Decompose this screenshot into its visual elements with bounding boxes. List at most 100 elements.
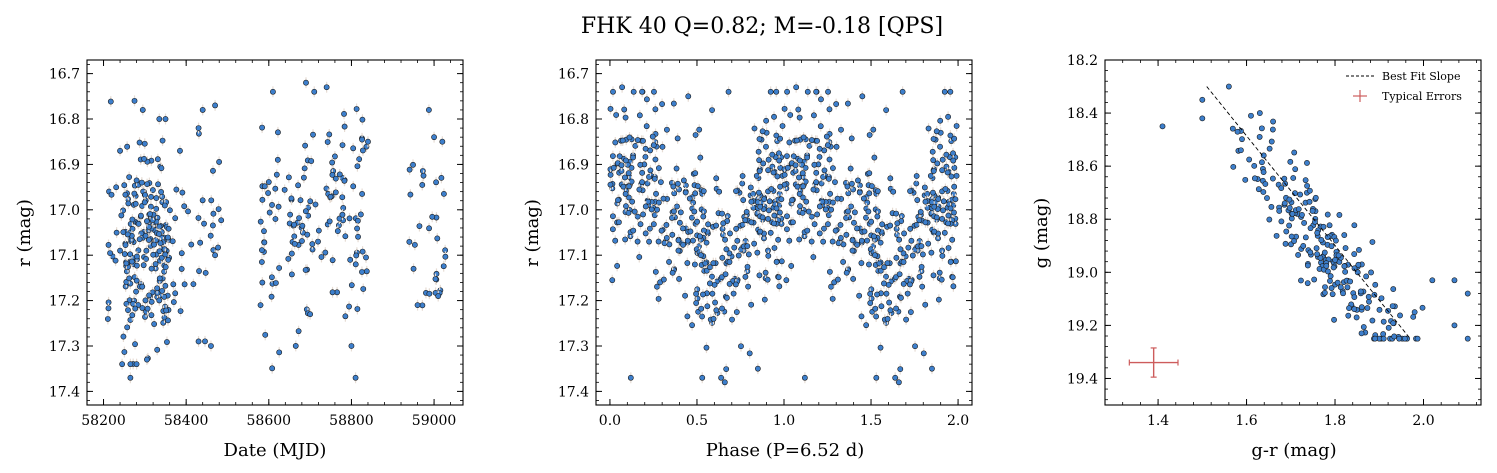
data-point [922, 219, 929, 226]
x-axis-label-date: Date (MJD) [224, 440, 327, 461]
data-point [725, 88, 732, 95]
data-point [887, 307, 894, 314]
data-point [261, 228, 267, 235]
y-tick-label: 17.0 [49, 203, 80, 219]
data-point [127, 251, 134, 258]
data-point [173, 186, 180, 193]
data-point [759, 128, 766, 135]
x-tick-label: 0.0 [599, 413, 621, 429]
data-point [894, 220, 901, 227]
data-point [1258, 125, 1265, 132]
data-point [614, 263, 621, 269]
data-point [195, 215, 202, 221]
data-point [357, 211, 364, 218]
data-point [1281, 175, 1288, 182]
data-point [1291, 238, 1297, 244]
data-point [860, 195, 867, 202]
data-point [786, 237, 793, 244]
data-point [142, 297, 149, 304]
data-point [122, 242, 129, 248]
data-point [296, 215, 302, 222]
data-point [1411, 309, 1418, 316]
data-point [441, 190, 447, 197]
data-point [268, 293, 275, 300]
data-point [1291, 149, 1298, 156]
data-point [406, 238, 413, 245]
data-point [696, 233, 703, 240]
data-point [918, 263, 925, 270]
data-point [124, 324, 131, 331]
data-point [118, 212, 125, 219]
best-fit-line [1206, 86, 1411, 339]
data-point [292, 343, 299, 349]
data-point [1327, 273, 1334, 279]
data-point [757, 228, 764, 235]
data-point [148, 193, 154, 200]
data-point [877, 239, 884, 246]
data-point [1302, 234, 1309, 241]
data-point [291, 233, 298, 240]
data-point [826, 268, 833, 275]
data-point [680, 241, 687, 248]
data-point [652, 156, 659, 163]
data-point [181, 203, 188, 210]
data-point [732, 281, 739, 288]
data-point [930, 189, 936, 196]
data-point [763, 143, 769, 150]
data-point [1332, 257, 1338, 263]
data-point [416, 223, 423, 230]
data-point [419, 182, 426, 188]
data-point [642, 154, 649, 160]
data-point [132, 200, 139, 207]
data-point [784, 88, 790, 95]
data-point [865, 208, 872, 215]
data-point [675, 237, 682, 244]
data-point [762, 269, 769, 276]
data-point [739, 173, 746, 179]
data-point [755, 189, 762, 196]
x-tick-label: 0.5 [686, 413, 708, 429]
y-tick-label: 16.9 [558, 157, 589, 173]
data-point [666, 258, 672, 265]
data-point [676, 276, 682, 282]
data-point [671, 190, 678, 197]
data-point [1385, 324, 1392, 331]
data-point [756, 157, 763, 164]
data-point [1230, 163, 1237, 170]
data-point [288, 271, 295, 278]
data-point [850, 186, 857, 193]
data-point [156, 297, 163, 304]
data-point [119, 361, 126, 368]
data-point [776, 209, 783, 216]
data-point [877, 344, 884, 351]
data-point [339, 194, 346, 201]
data-point [621, 174, 628, 181]
data-point [310, 131, 316, 138]
data-point [866, 170, 873, 177]
data-point [786, 139, 793, 146]
data-point [792, 162, 799, 169]
data-point [112, 257, 119, 264]
data-point [773, 132, 780, 139]
data-point [1159, 123, 1166, 130]
data-point [326, 131, 333, 138]
data-point [158, 189, 164, 195]
data-point [913, 221, 920, 228]
data-point [664, 126, 670, 133]
data-point [322, 249, 329, 256]
data-point [847, 165, 854, 172]
data-point [784, 226, 790, 233]
data-point [769, 163, 776, 170]
data-point [1340, 290, 1346, 297]
data-point [796, 236, 803, 243]
figure-title: FHK 40 Q=0.82; M=-0.18 [QPS] [581, 14, 943, 39]
data-point [1248, 112, 1254, 119]
data-point [1304, 182, 1310, 189]
data-point [1306, 187, 1313, 194]
data-point [144, 181, 150, 188]
data-point [893, 305, 899, 312]
data-point [796, 114, 803, 121]
data-point [609, 226, 616, 233]
data-point [826, 156, 833, 163]
data-point [849, 180, 855, 187]
